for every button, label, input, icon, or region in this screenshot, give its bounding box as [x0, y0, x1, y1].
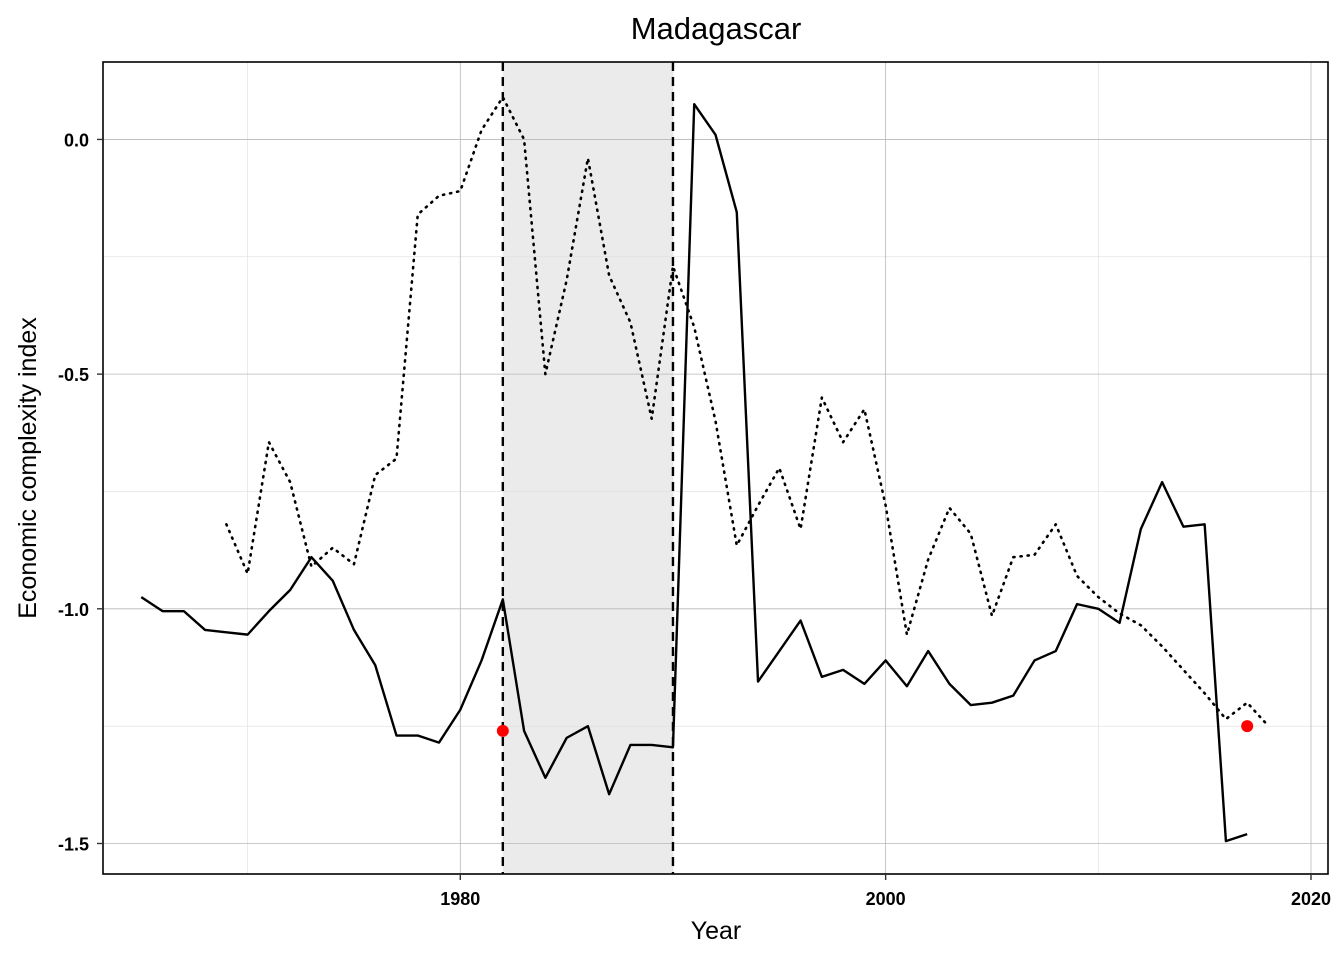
panel-background: [103, 62, 1328, 874]
x-tick-label: 1980: [440, 889, 480, 909]
y-tick-label: -1.5: [58, 834, 89, 854]
highlight-point: [1241, 720, 1254, 733]
series-line-solid: [140, 103, 1248, 843]
shaded-region: [502, 62, 673, 874]
chart-title: Madagascar: [631, 11, 802, 46]
y-axis-title: Economic complexity index: [14, 317, 42, 619]
plot-contents: [103, 62, 1328, 874]
y-tick-label: -1.0: [58, 600, 89, 620]
plot-area: 1980 2000 2020 0.0 -0.5 -1.0 -1.5: [58, 61, 1331, 909]
panel-border: [102, 61, 1329, 875]
x-axis-title: Year: [691, 917, 742, 945]
highlight-point: [496, 724, 509, 737]
x-tick-label: 2000: [866, 889, 906, 909]
series-line-dotted: [225, 95, 1270, 728]
y-tick-label: 0.0: [64, 130, 89, 150]
x-tick-label: 2020: [1291, 889, 1331, 909]
y-tick-label: -0.5: [58, 365, 89, 385]
